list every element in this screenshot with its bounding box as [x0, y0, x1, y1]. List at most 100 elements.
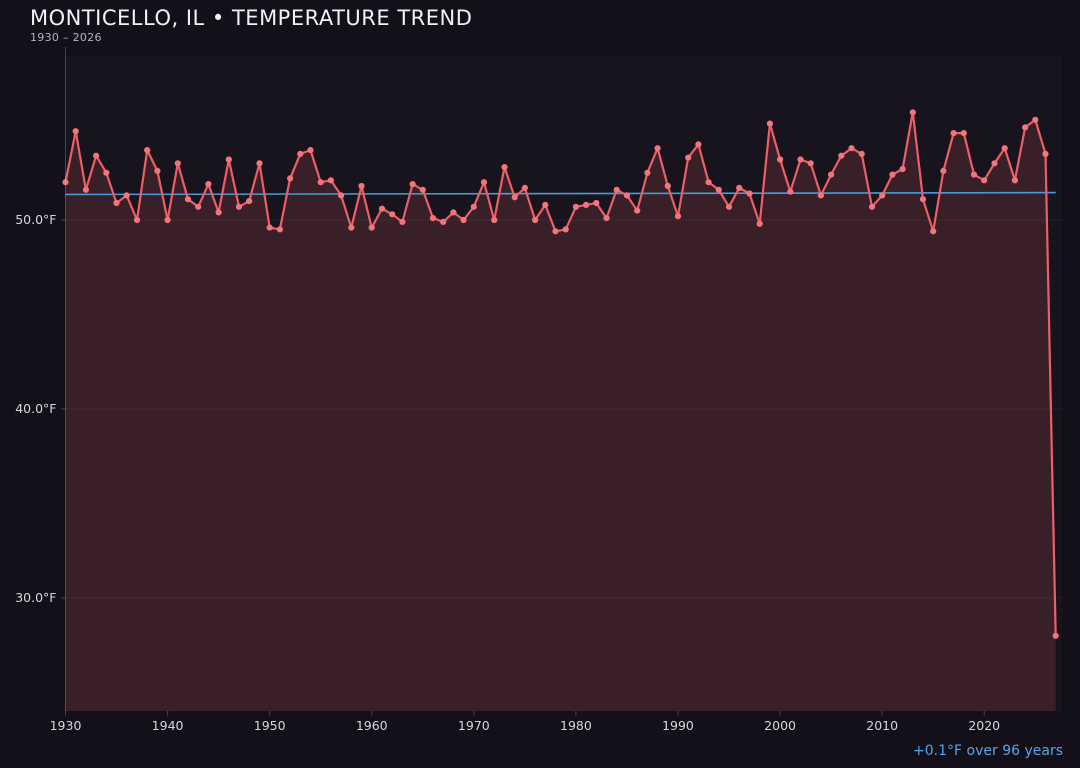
data-point	[358, 182, 365, 190]
x-tick-label: 1940	[152, 718, 184, 733]
data-point	[930, 228, 937, 235]
data-point	[491, 216, 498, 224]
data-point	[981, 177, 988, 184]
data-point	[348, 224, 355, 231]
data-point	[746, 190, 753, 197]
y-tick-label: 50.0°F	[15, 212, 56, 227]
data-point	[623, 192, 631, 199]
data-point	[695, 141, 702, 148]
data-point	[225, 156, 232, 163]
data-point	[327, 177, 334, 184]
data-point	[429, 215, 437, 222]
data-point	[1032, 116, 1039, 123]
x-tick-label: 1960	[356, 718, 388, 733]
data-point	[644, 169, 651, 176]
data-point	[389, 211, 396, 218]
data-point	[297, 150, 304, 157]
data-point	[82, 186, 89, 193]
data-point	[705, 179, 712, 186]
data-point	[950, 130, 957, 137]
data-point	[174, 160, 181, 167]
y-tick-label: 30.0°F	[15, 590, 56, 605]
data-point	[552, 228, 559, 235]
data-point	[440, 218, 447, 225]
data-point	[62, 179, 69, 186]
data-point	[480, 179, 488, 186]
x-tick-label: 1950	[254, 718, 286, 733]
data-point	[399, 218, 406, 225]
x-tick-label: 1990	[662, 718, 694, 733]
data-point	[797, 156, 804, 163]
data-point	[1001, 145, 1008, 152]
data-point	[593, 199, 600, 207]
data-point	[368, 224, 375, 231]
data-point	[409, 181, 416, 188]
data-point	[133, 216, 141, 224]
data-point	[919, 196, 927, 203]
data-point	[899, 165, 906, 173]
data-point	[317, 179, 324, 186]
data-point	[817, 192, 825, 199]
x-tick-label: 1980	[560, 718, 592, 733]
data-point	[164, 216, 171, 224]
data-point	[246, 198, 253, 205]
data-point	[858, 150, 865, 157]
data-point	[1011, 177, 1019, 184]
data-point	[256, 160, 263, 167]
data-point	[470, 203, 477, 210]
x-tick-label: 2020	[968, 718, 1000, 733]
data-point	[215, 209, 222, 216]
data-point	[634, 207, 641, 214]
data-point	[715, 186, 722, 193]
trend-summary-label: +0.1°F over 96 years	[913, 743, 1063, 759]
data-point	[184, 196, 192, 203]
temperature-area-fill	[65, 112, 1056, 712]
data-point	[828, 171, 835, 178]
page-title: MONTICELLO, IL • TEMPERATURE TREND	[30, 6, 473, 30]
x-tick-label: 2000	[764, 718, 796, 733]
data-point	[276, 226, 283, 233]
data-point	[532, 216, 539, 224]
data-point	[154, 167, 161, 174]
data-point	[889, 171, 896, 178]
data-point	[419, 186, 426, 193]
data-point	[1042, 150, 1049, 157]
data-point	[613, 186, 620, 193]
data-point	[266, 224, 273, 231]
data-point	[848, 145, 855, 152]
data-point	[103, 169, 110, 176]
data-point	[542, 201, 549, 208]
data-point	[787, 188, 794, 195]
data-point	[838, 152, 845, 159]
data-point	[603, 215, 610, 222]
data-point	[93, 152, 100, 159]
data-point	[654, 145, 661, 152]
data-point	[960, 130, 967, 137]
data-point	[736, 184, 743, 191]
data-point	[378, 205, 386, 212]
data-point	[766, 120, 774, 127]
data-point	[307, 147, 314, 154]
data-point	[450, 209, 457, 216]
data-point	[868, 203, 876, 210]
data-point	[777, 156, 784, 163]
data-point	[123, 192, 130, 199]
chart-subtitle: 1930 – 2026	[30, 31, 102, 44]
data-point	[144, 147, 151, 154]
data-point	[664, 182, 671, 190]
data-point	[807, 160, 814, 167]
trend-line	[65, 191, 1056, 196]
data-point	[72, 128, 79, 135]
data-point	[195, 203, 202, 210]
data-point	[338, 192, 345, 199]
data-point	[674, 213, 682, 220]
data-point	[583, 201, 590, 208]
data-point	[1022, 124, 1029, 131]
data-point	[521, 184, 529, 191]
data-point	[235, 203, 243, 210]
data-point	[940, 167, 947, 174]
data-point	[725, 203, 733, 210]
data-point	[501, 164, 508, 171]
data-point	[460, 216, 467, 224]
